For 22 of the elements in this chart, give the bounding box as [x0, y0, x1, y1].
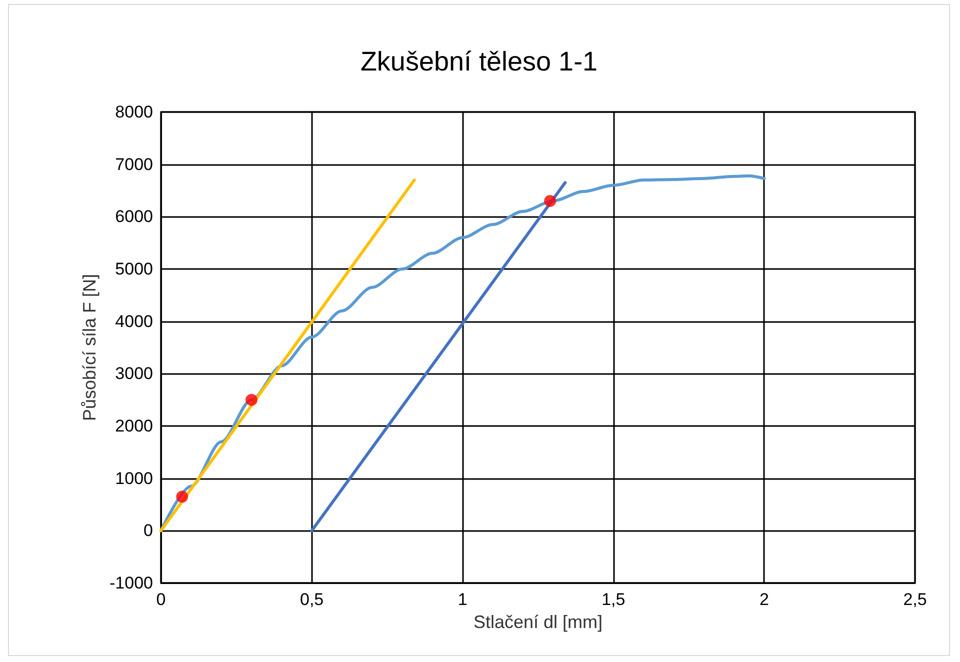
y-axis-title: Působící síla F [N] [80, 274, 100, 422]
y-tick-label: 1000 [115, 468, 153, 488]
x-tick-label: 0 [156, 590, 166, 609]
point [176, 490, 188, 503]
x-tick-label: 1 [458, 590, 468, 609]
x-tick-label: 1,5 [602, 590, 626, 609]
y-tick-label: 0 [144, 521, 153, 540]
y-tick-label: 5000 [115, 260, 153, 278]
x-tick-label: 2,5 [903, 590, 927, 609]
chart-title: Zkušební těleso 1-1 [360, 46, 598, 76]
y-tick-label: -1000 [110, 574, 153, 592]
point [544, 194, 556, 207]
y-tick-label: 2000 [115, 416, 153, 436]
y-tick-label: 6000 [115, 207, 153, 226]
y-tick-label: 4000 [115, 312, 153, 331]
point [245, 394, 258, 406]
x-tick-label: 2 [759, 590, 769, 609]
y-tick-label: 8000 [115, 102, 153, 122]
x-tick-label: 0,5 [300, 590, 324, 609]
y-tick-label: 3000 [115, 364, 153, 384]
x-axis-title: Stlačení dl [mm] [473, 612, 603, 632]
y-tick-label: 7000 [115, 154, 153, 174]
